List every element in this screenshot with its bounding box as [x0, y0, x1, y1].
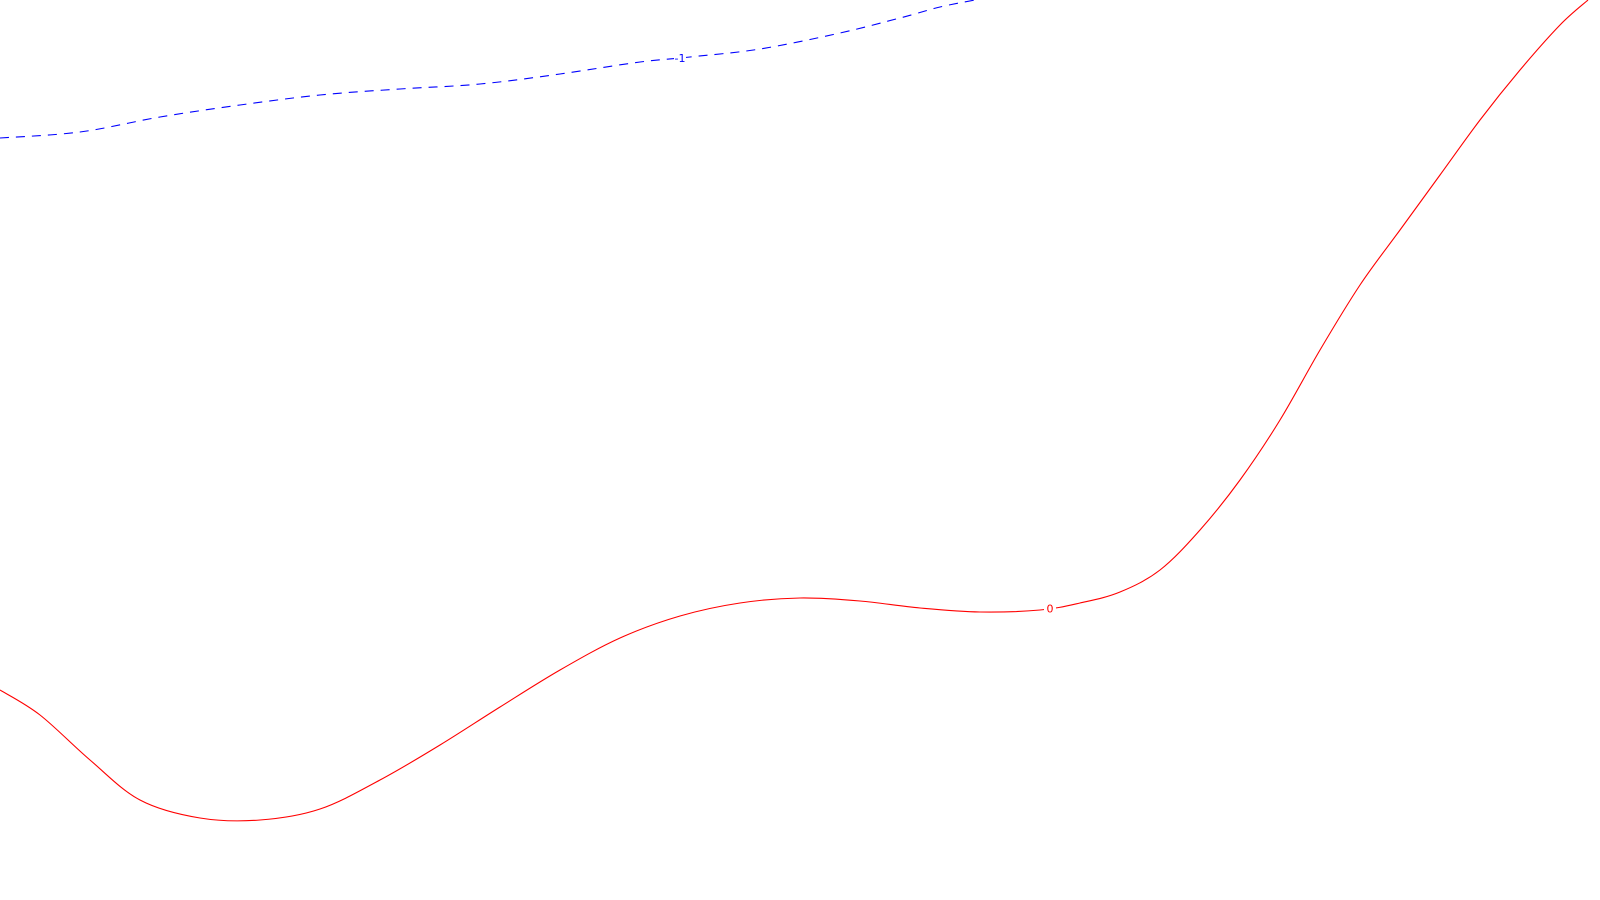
- contour-labels: -1 0: [674, 52, 1056, 615]
- contour-label-background: [674, 52, 686, 64]
- contour-line-0: [0, 0, 1589, 822]
- series-layer: [0, 0, 1589, 822]
- contour-label: 0: [1047, 602, 1054, 615]
- contour-label-background: [1044, 602, 1056, 615]
- contour-line-minus-1: [0, 0, 976, 139]
- contour-label: -1: [675, 52, 686, 65]
